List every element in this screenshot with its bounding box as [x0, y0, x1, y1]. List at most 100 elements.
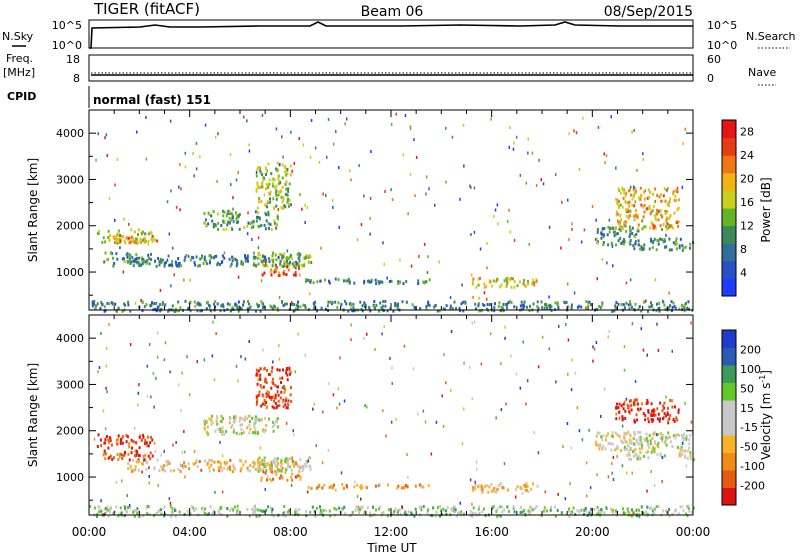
velocity-echo-cell [235, 431, 238, 435]
velocity-echo-cell [289, 393, 292, 397]
power-echo-cell [210, 255, 213, 259]
power-echo-cell [629, 232, 632, 236]
power-echo-cell [627, 215, 630, 219]
velocity-echo-cell [481, 510, 484, 513]
power-echo-cell [522, 278, 525, 282]
power-echo-cell [658, 309, 661, 313]
velocity-echo-cell [484, 484, 487, 488]
velocity-echo-cell [341, 507, 344, 511]
velocity-echo-cell [206, 425, 209, 429]
velocity-echo-cell [215, 419, 218, 423]
power-echo-cell [150, 252, 152, 256]
velocity-echo-cell [637, 442, 640, 446]
velocity-speckle [148, 481, 150, 485]
velocity-echo-cell [502, 486, 505, 490]
power-echo-cell [369, 309, 372, 313]
power-echo-cell [258, 185, 261, 189]
power-echo-cell [587, 306, 589, 310]
power-echo-cell [363, 279, 366, 283]
power-echo-cell [521, 303, 524, 307]
power-echo-cell [500, 309, 503, 313]
power-echo-cell [282, 304, 285, 308]
velocity-echo-cell [142, 435, 145, 439]
power-echo-cell [471, 280, 474, 284]
velocity-speckle [104, 512, 106, 516]
velocity-echo-cell [469, 509, 472, 513]
power-echo-cell [328, 279, 330, 283]
power-echo-cell [532, 302, 535, 306]
power-echo-cell [671, 306, 674, 309]
velocity-echo-cell [322, 508, 325, 512]
velocity-echo-cell [251, 465, 254, 469]
power-echo-cell [258, 200, 261, 204]
velocity-speckle [337, 387, 340, 391]
velocity-echo-cell [688, 446, 691, 450]
velocity-speckle [632, 511, 635, 515]
velocity-speckle [588, 428, 590, 432]
velocity-echo-cell [672, 418, 675, 422]
velocity-echo-cell [378, 507, 380, 511]
velocity-speckle [557, 492, 559, 496]
power-echo-cell [657, 242, 660, 246]
power-echo-cell [619, 236, 622, 240]
power-echo-cell [264, 187, 267, 191]
power-speckle [237, 275, 240, 279]
power-echo-cell [291, 256, 293, 260]
power-echo-cell [672, 226, 675, 230]
velocity-speckle [443, 353, 445, 357]
velocity-speckle [339, 356, 341, 360]
freq-label-line1: Freq. [6, 52, 33, 65]
power-echo-cell [659, 209, 662, 213]
power-speckle [299, 193, 301, 197]
velocity-speckle [374, 348, 376, 351]
velocity-echo-cell [394, 507, 397, 511]
power-speckle [282, 155, 284, 159]
power-echo-cell [216, 263, 219, 267]
velocity-echo-cell [507, 509, 510, 513]
velocity-echo-cell [623, 512, 626, 516]
velocity-echo-cell [204, 512, 207, 515]
velocity-echo-cell [543, 509, 545, 513]
velocity-echo-cell [493, 490, 496, 494]
power-echo-cell [328, 281, 331, 285]
power-echo-cell [666, 222, 669, 226]
power-echo-cell [144, 232, 147, 236]
power-echo-cell [596, 237, 599, 241]
power-echo-cell [662, 223, 665, 226]
velocity-echo-cell [624, 409, 627, 413]
velocity-speckle [193, 450, 196, 453]
velocity-ytick-label: 1000 [56, 471, 84, 484]
power-speckle [399, 258, 401, 262]
velocity-echo-cell [264, 416, 267, 420]
velocity-echo-cell [238, 419, 241, 423]
velocity-echo-cell [221, 420, 224, 424]
velocity-echo-cell [611, 431, 614, 435]
velocity-echo-cell [624, 417, 627, 420]
power-echo-cell [483, 282, 486, 286]
velocity-echo-cell [246, 417, 249, 421]
power-echo-cells [91, 112, 695, 313]
power-echo-cell [640, 309, 643, 313]
power-echo-cell [651, 245, 654, 249]
power-speckle [508, 208, 510, 212]
velocity-echo-cell [600, 435, 603, 439]
velocity-speckle [576, 406, 579, 410]
velocity-echo-cell [612, 508, 615, 512]
power-echo-cell [207, 211, 210, 215]
velocity-speckle [656, 322, 658, 326]
velocity-echo-cell [611, 435, 614, 438]
velocity-echo-cell [146, 461, 149, 465]
velocity-echo-cell [251, 507, 254, 511]
power-echo-cell [279, 253, 282, 256]
velocity-echo-cell [688, 509, 691, 513]
power-echo-cell [276, 215, 279, 219]
velocity-echo-cell [295, 475, 298, 479]
velocity-echo-cell [203, 420, 205, 424]
velocity-echo-cell [682, 439, 685, 443]
power-echo-cell [146, 258, 149, 262]
power-echo-cell [672, 190, 675, 194]
velocity-echo-cell [262, 461, 265, 464]
velocity-echo-cell [596, 505, 599, 509]
velocity-echo-cell [450, 508, 453, 512]
